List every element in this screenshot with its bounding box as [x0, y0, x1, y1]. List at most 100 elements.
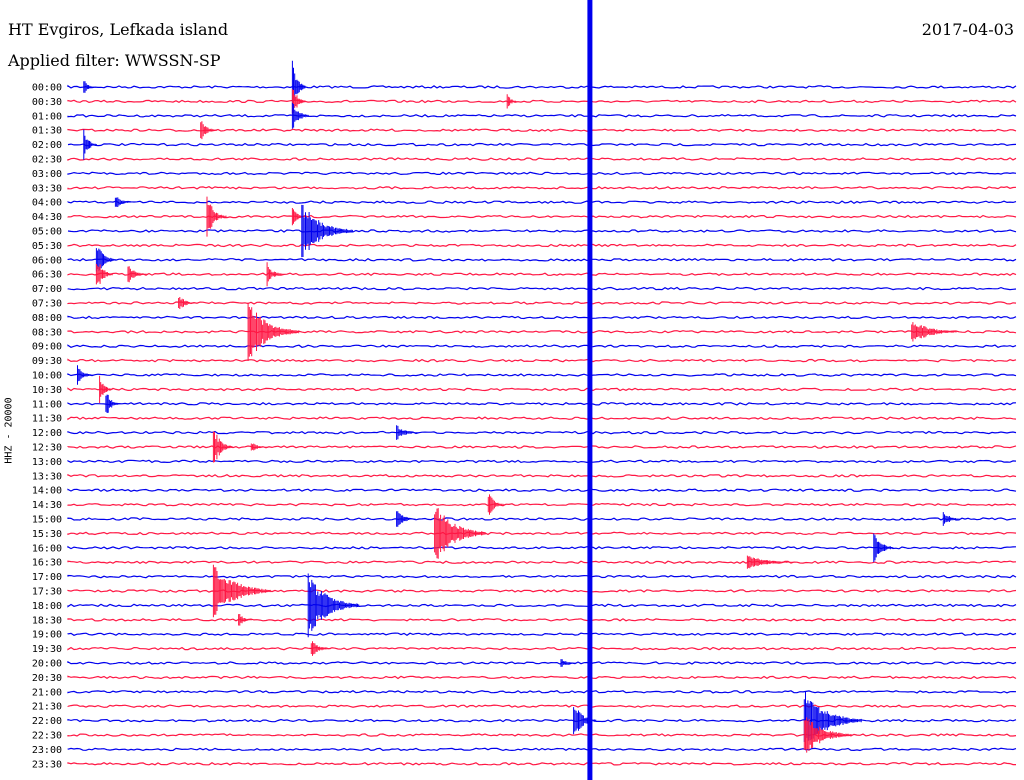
row-time-label: 07:00	[32, 284, 62, 295]
trace-row	[67, 387, 1017, 392]
row-labels: 00:00 00:30 01:00 01:30 02:00 02:30 03:00 03:30…	[32, 83, 62, 771]
trace-row	[67, 286, 1017, 291]
row-time-label: 11:30	[32, 414, 62, 425]
trace-row	[67, 200, 1017, 205]
seismic-event	[487, 494, 505, 515]
seismic-event	[560, 659, 578, 667]
row-time-label: 08:00	[32, 313, 62, 324]
row-time-label: 09:30	[32, 356, 62, 367]
row-time-label: 03:30	[32, 183, 62, 194]
seismic-event	[746, 555, 796, 569]
row-time-label: 14:00	[32, 486, 62, 497]
trace-row	[67, 257, 1017, 262]
trace-row	[67, 243, 1017, 248]
seismic-event	[506, 94, 518, 109]
seismic-event	[95, 248, 116, 272]
row-time-label: 16:30	[32, 558, 62, 569]
seismic-event	[238, 614, 252, 626]
trace-row	[67, 416, 1017, 421]
seismic-event	[83, 129, 97, 160]
seismic-event	[105, 394, 120, 413]
row-time-label: 01:30	[32, 126, 62, 137]
seismic-event	[200, 121, 217, 140]
trace-row	[67, 358, 1017, 363]
row-time-label: 18:30	[32, 615, 62, 626]
seismic-event	[803, 717, 853, 753]
row-time-label: 02:30	[32, 155, 62, 166]
row-time-label: 04:00	[32, 198, 62, 209]
seismic-event	[942, 512, 960, 526]
trace-row	[67, 315, 1017, 320]
seismic-event	[206, 196, 227, 237]
trace-row	[67, 229, 1017, 233]
trace-row	[67, 618, 1017, 622]
seismic-event	[247, 302, 300, 361]
seismic-event	[250, 443, 268, 451]
row-time-label: 21:00	[32, 687, 62, 698]
trace-row	[67, 747, 1017, 752]
seismic-event	[99, 375, 113, 403]
trace-row	[67, 373, 1017, 377]
seismic-event	[212, 564, 271, 618]
seismic-event	[266, 262, 284, 287]
trace-row	[67, 574, 1017, 579]
row-time-label: 18:00	[32, 601, 62, 612]
trace-row	[67, 157, 1017, 161]
trace-row	[67, 632, 1017, 637]
row-time-label: 08:30	[32, 327, 62, 338]
seismic-event	[114, 197, 132, 207]
seismic-event	[291, 102, 309, 129]
seismic-event	[127, 266, 148, 283]
row-time-label: 19:00	[32, 630, 62, 641]
row-time-label: 15:00	[32, 515, 62, 526]
row-time-label: 00:00	[32, 83, 62, 94]
row-time-label: 12:00	[32, 428, 62, 439]
trace-row	[67, 545, 1017, 550]
seismic-event	[291, 60, 306, 114]
trace-row	[67, 301, 1017, 305]
row-time-label: 20:30	[32, 673, 62, 684]
seismic-event	[291, 89, 306, 114]
row-time-label: 14:30	[32, 500, 62, 511]
trace-row	[67, 704, 1017, 708]
row-time-label: 13:30	[32, 471, 62, 482]
row-time-label: 15:30	[32, 529, 62, 540]
trace-row	[67, 142, 1017, 147]
row-time-label: 01:00	[32, 111, 62, 122]
row-time-label: 11:00	[32, 399, 62, 410]
row-time-label: 20:00	[32, 659, 62, 670]
seismic-event	[873, 533, 894, 563]
trace-row	[67, 128, 1017, 132]
seismic-event	[307, 573, 360, 638]
row-time-label: 02:00	[32, 140, 62, 151]
seismic-event	[301, 204, 353, 258]
row-time-label: 10:00	[32, 371, 62, 382]
trace-row	[67, 589, 1017, 593]
seismic-event	[95, 264, 113, 285]
seismic-event	[178, 297, 195, 309]
row-time-label: 13:00	[32, 457, 62, 468]
trace-row	[67, 99, 1017, 104]
row-time-label: 17:00	[32, 572, 62, 583]
seismic-event	[396, 511, 417, 527]
filter-label: Applied filter: WWSSN-SP	[8, 51, 221, 70]
trace-row	[67, 272, 1017, 277]
row-time-label: 04:30	[32, 212, 62, 223]
trace-row	[67, 733, 1017, 737]
trace-row	[67, 329, 1017, 334]
event-bursts	[77, 0, 960, 780]
date-label: 2017-04-03	[921, 20, 1014, 39]
row-time-label: 10:30	[32, 385, 62, 396]
trace-row	[67, 690, 1017, 694]
trace-row	[67, 84, 1017, 89]
trace-row	[67, 502, 1017, 507]
trace-row	[67, 113, 1017, 118]
seismic-event	[434, 508, 486, 559]
trace-row	[67, 344, 1017, 348]
trace-row	[67, 401, 1017, 406]
trace-row	[67, 517, 1017, 521]
trace-row	[67, 430, 1017, 435]
trace-row	[67, 646, 1016, 651]
row-time-label: 17:30	[32, 587, 62, 598]
